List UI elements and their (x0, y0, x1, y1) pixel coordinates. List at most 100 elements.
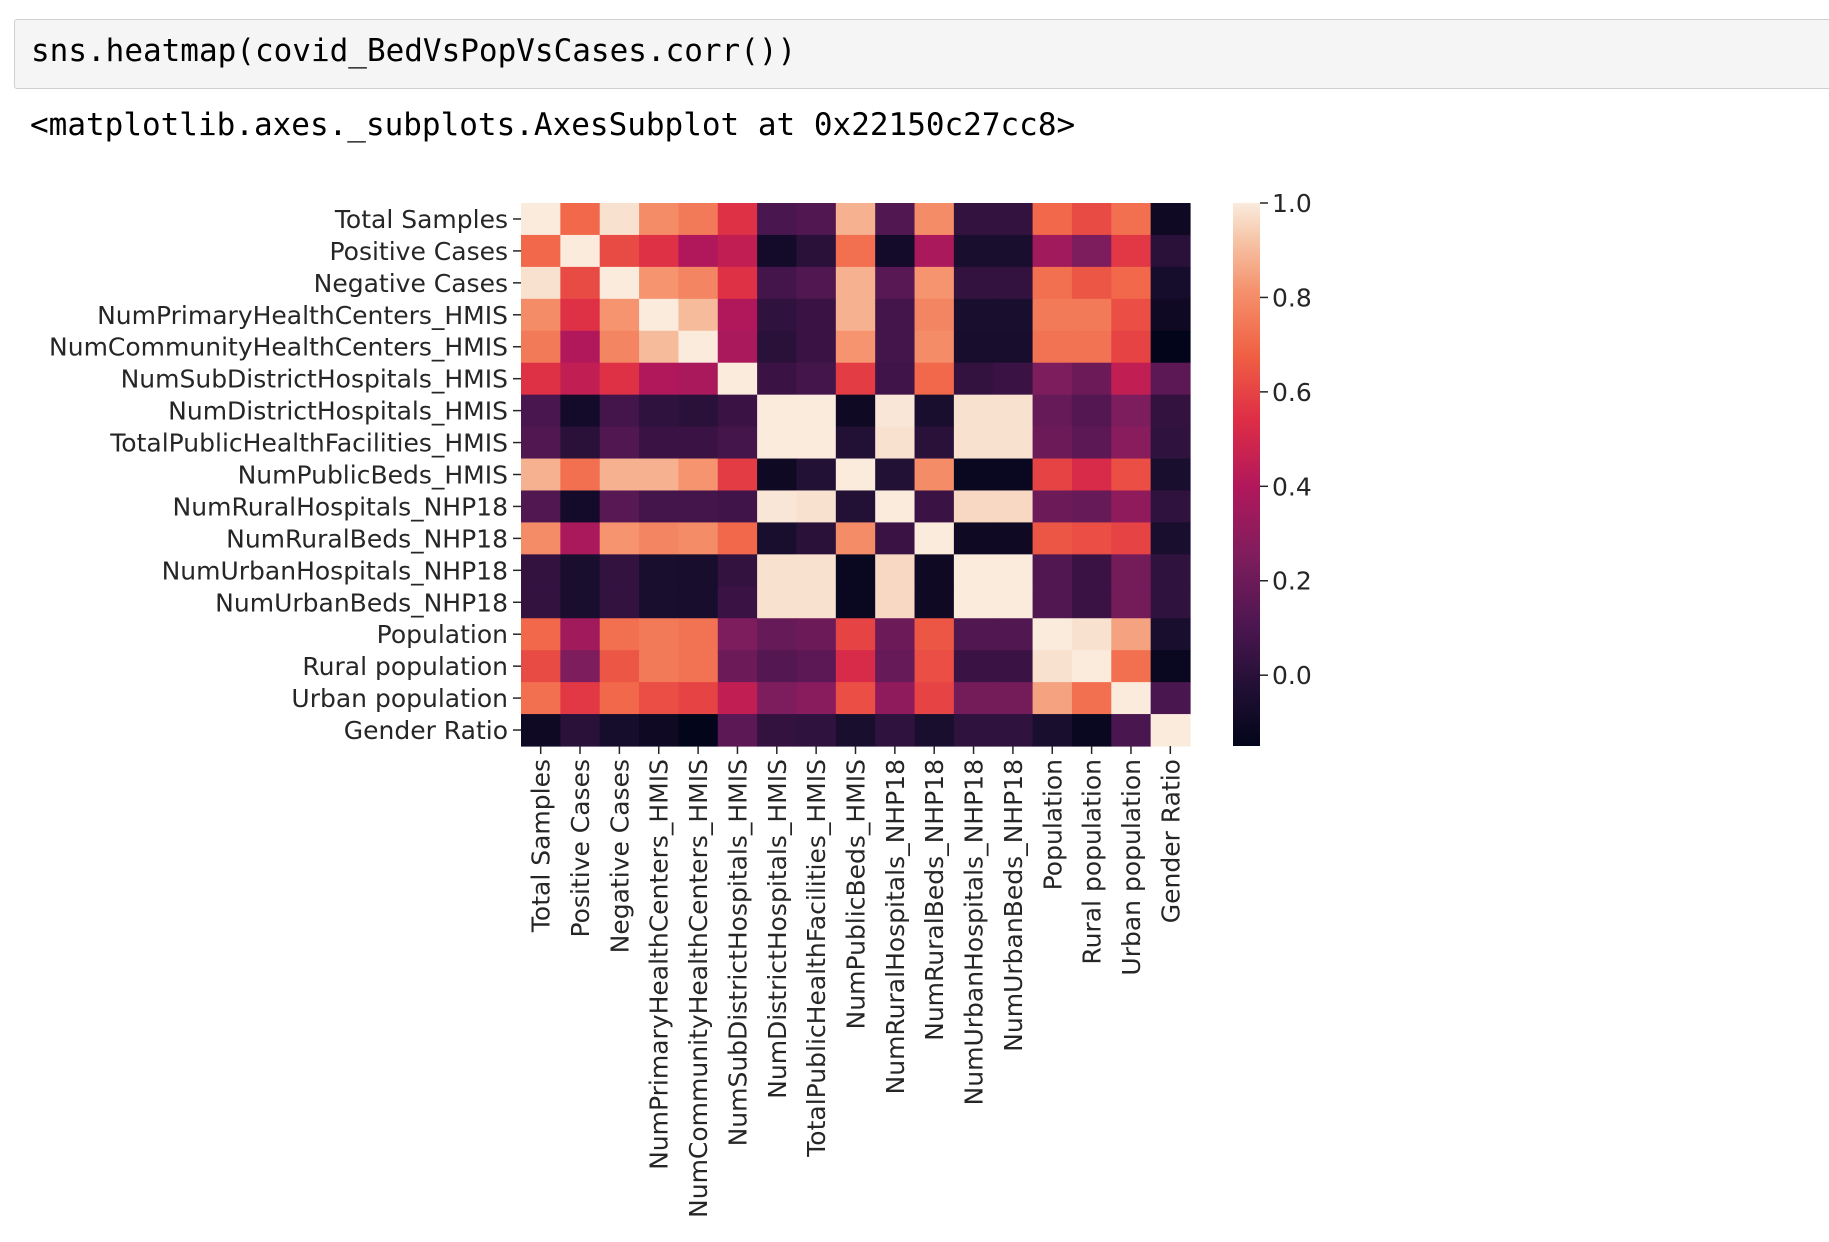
y-tick-label: Urban population (291, 684, 508, 713)
heatmap-cell (993, 266, 1034, 300)
heatmap-cell (1150, 234, 1191, 268)
heatmap-cell (1150, 203, 1191, 236)
x-tick-label: Urban population (1117, 759, 1146, 976)
heatmap-cell (914, 586, 955, 619)
heatmap-cell (678, 586, 719, 619)
code-input-cell[interactable]: sns.heatmap(covid_BedVsPopVsCases.corr()… (14, 19, 1829, 89)
heatmap-cell (717, 522, 758, 555)
heatmap-cell (953, 650, 994, 683)
heatmap-cell (560, 586, 601, 619)
heatmap-cell (953, 362, 994, 396)
heatmap-cell (1071, 714, 1112, 747)
heatmap-cell (560, 458, 601, 492)
y-tick-label: NumRuralBeds_NHP18 (226, 524, 508, 553)
y-tick-label: NumRuralHospitals_NHP18 (173, 492, 508, 521)
heatmap-cell (835, 490, 876, 524)
heatmap-cell (1071, 394, 1112, 428)
heatmap-cell (521, 394, 561, 428)
heatmap-cell (560, 714, 601, 747)
heatmap-cell (993, 522, 1034, 555)
colorbar-tick-label: 0.8 (1272, 283, 1312, 312)
x-tick-label: NumPrimaryHealthCenters_HMIS (645, 759, 674, 1170)
heatmap-cell (678, 362, 719, 396)
heatmap-cell (993, 714, 1034, 747)
heatmap-cell (875, 554, 916, 587)
heatmap-cell (835, 650, 876, 683)
heatmap-cell (521, 554, 561, 587)
heatmap-cell (993, 203, 1034, 236)
heatmap-cell (639, 203, 680, 236)
colorbar-tick-label: 0.0 (1272, 661, 1312, 690)
heatmap-cell (953, 554, 994, 587)
heatmap-cell (560, 234, 601, 268)
heatmap-cell (796, 554, 837, 587)
heatmap-cell (757, 490, 798, 524)
heatmap-cell (796, 650, 837, 683)
heatmap-cell (835, 554, 876, 587)
heatmap-cell (599, 586, 640, 619)
heatmap-cell (599, 458, 640, 492)
heatmap-cell (757, 618, 798, 651)
heatmap-cell (757, 394, 798, 428)
heatmap-cell (599, 266, 640, 300)
heatmap-cell (717, 682, 758, 715)
heatmap-cell (835, 234, 876, 268)
heatmap-cell (914, 298, 955, 332)
heatmap-cell (993, 458, 1034, 492)
heatmap-cell (757, 234, 798, 268)
heatmap-cell (1071, 362, 1112, 396)
heatmap-cell (599, 362, 640, 396)
heatmap-cell (1111, 266, 1152, 300)
heatmap-cell (1150, 458, 1191, 492)
heatmap-cell (1111, 522, 1152, 555)
x-tick-label: TotalPublicHealthFacilities_HMIS (802, 759, 831, 1158)
heatmap-cell (639, 586, 680, 619)
heatmap-cell (1032, 266, 1073, 300)
colorbar-tick-label: 0.2 (1272, 567, 1312, 596)
heatmap-cell (835, 682, 876, 715)
heatmap-cell (1111, 298, 1152, 332)
heatmap-cell (796, 458, 837, 492)
heatmap-cell (914, 650, 955, 683)
heatmap-cell (599, 330, 640, 364)
heatmap-cell (757, 426, 798, 460)
heatmap-cell (1071, 522, 1112, 555)
heatmap-cell (678, 714, 719, 747)
heatmap-cell (914, 426, 955, 460)
heatmap-cell (1150, 714, 1191, 747)
heatmap-cell (1150, 554, 1191, 587)
heatmap-cell (639, 522, 680, 555)
heatmap-cell (717, 266, 758, 300)
y-tick-label: NumSubDistrictHospitals_HMIS (121, 365, 508, 394)
heatmap-cell (639, 234, 680, 268)
heatmap-cell (796, 426, 837, 460)
heatmap-cell (835, 426, 876, 460)
heatmap-cell (717, 203, 758, 236)
heatmap-cell (875, 266, 916, 300)
heatmap-cell (1111, 618, 1152, 651)
heatmap-cell (717, 298, 758, 332)
heatmap-cell (521, 522, 561, 555)
heatmap-cell (639, 330, 680, 364)
heatmap-cell (717, 234, 758, 268)
heatmap-cell (599, 650, 640, 683)
heatmap-cell (1032, 234, 1073, 268)
heatmap-cell (1032, 586, 1073, 619)
heatmap-cell (953, 682, 994, 715)
heatmap-cell (717, 618, 758, 651)
heatmap-cell (835, 522, 876, 555)
y-tick-label: NumUrbanHospitals_NHP18 (162, 556, 508, 585)
y-tick-label: NumDistrictHospitals_HMIS (168, 397, 508, 426)
heatmap-cell (757, 266, 798, 300)
heatmap-cell (875, 714, 916, 747)
x-tick-label: NumRuralHospitals_NHP18 (881, 759, 910, 1094)
heatmap-cell (599, 714, 640, 747)
heatmap-cell (1150, 586, 1191, 619)
heatmap-cell (639, 490, 680, 524)
heatmap-cell (599, 298, 640, 332)
heatmap-cell (599, 394, 640, 428)
heatmap-cell (560, 490, 601, 524)
heatmap-cell (521, 618, 561, 651)
heatmap-cell (521, 458, 561, 492)
